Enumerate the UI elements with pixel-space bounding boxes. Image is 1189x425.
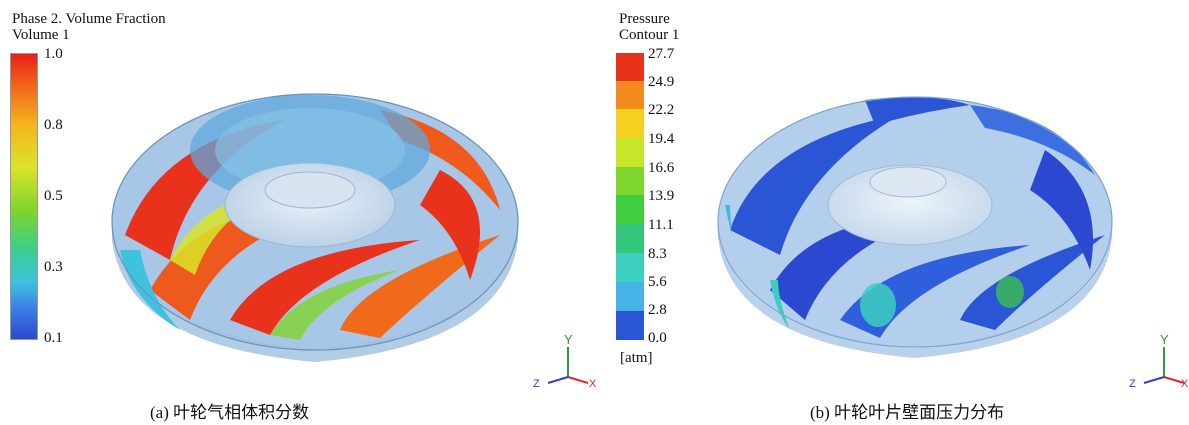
tick-b-3: 19.4: [648, 131, 675, 147]
panel-pressure: Pressure Contour 1 27.7 24.9 22.2 19.4 1…: [600, 0, 1189, 425]
triad-a-y-label: Y: [564, 332, 573, 347]
triad-b-y-label: Y: [1160, 332, 1169, 347]
tick-a-4: 0.1: [44, 330, 63, 346]
axis-triad-b: Y X Z: [1129, 332, 1189, 390]
tick-b-1: 24.9: [648, 74, 675, 90]
triad-b-z-label: Z: [1129, 378, 1136, 390]
tick-b-10: 0.0: [648, 330, 667, 346]
tick-b-2: 22.2: [648, 102, 675, 118]
panel-volume-fraction: Phase 2. Volume Fraction Volume 1 1.0 0.…: [10, 11, 597, 422]
triad-a-x-label: X: [589, 378, 597, 390]
tick-b-6: 11.1: [648, 217, 674, 233]
tick-b-4: 16.6: [648, 160, 675, 176]
impeller-volume-fraction-render: [111, 93, 519, 362]
legend-title-a-line2: Volume 1: [12, 27, 70, 43]
tick-b-0: 27.7: [648, 46, 675, 62]
caption-a: (a) 叶轮气相体积分数: [150, 403, 310, 422]
unit-label: [atm]: [620, 350, 653, 366]
colorbar-volume-fraction: [10, 53, 38, 340]
tick-b-8: 5.6: [648, 274, 667, 290]
tick-b-5: 13.9: [648, 188, 675, 204]
tick-a-0: 1.0: [44, 46, 63, 62]
triad-a-z-label: Z: [533, 378, 540, 390]
tick-b-9: 2.8: [648, 302, 667, 318]
triad-b-x-label: X: [1181, 378, 1189, 390]
legend-title-a-line1: Phase 2. Volume Fraction: [12, 11, 166, 27]
colorbar-pressure: [616, 53, 644, 340]
axis-triad-a: Y X Z: [533, 332, 597, 390]
caption-b: (b) 叶轮叶片壁面压力分布: [810, 403, 1005, 422]
tick-b-7: 8.3: [648, 246, 667, 262]
tick-a-3: 0.3: [44, 259, 63, 275]
tick-a-2: 0.5: [44, 188, 63, 204]
impeller-pressure-render: [717, 96, 1113, 358]
tick-a-1: 0.8: [44, 117, 63, 133]
legend-title-b-line1: Pressure: [619, 11, 670, 27]
legend-title-b-line2: Contour 1: [619, 27, 680, 43]
